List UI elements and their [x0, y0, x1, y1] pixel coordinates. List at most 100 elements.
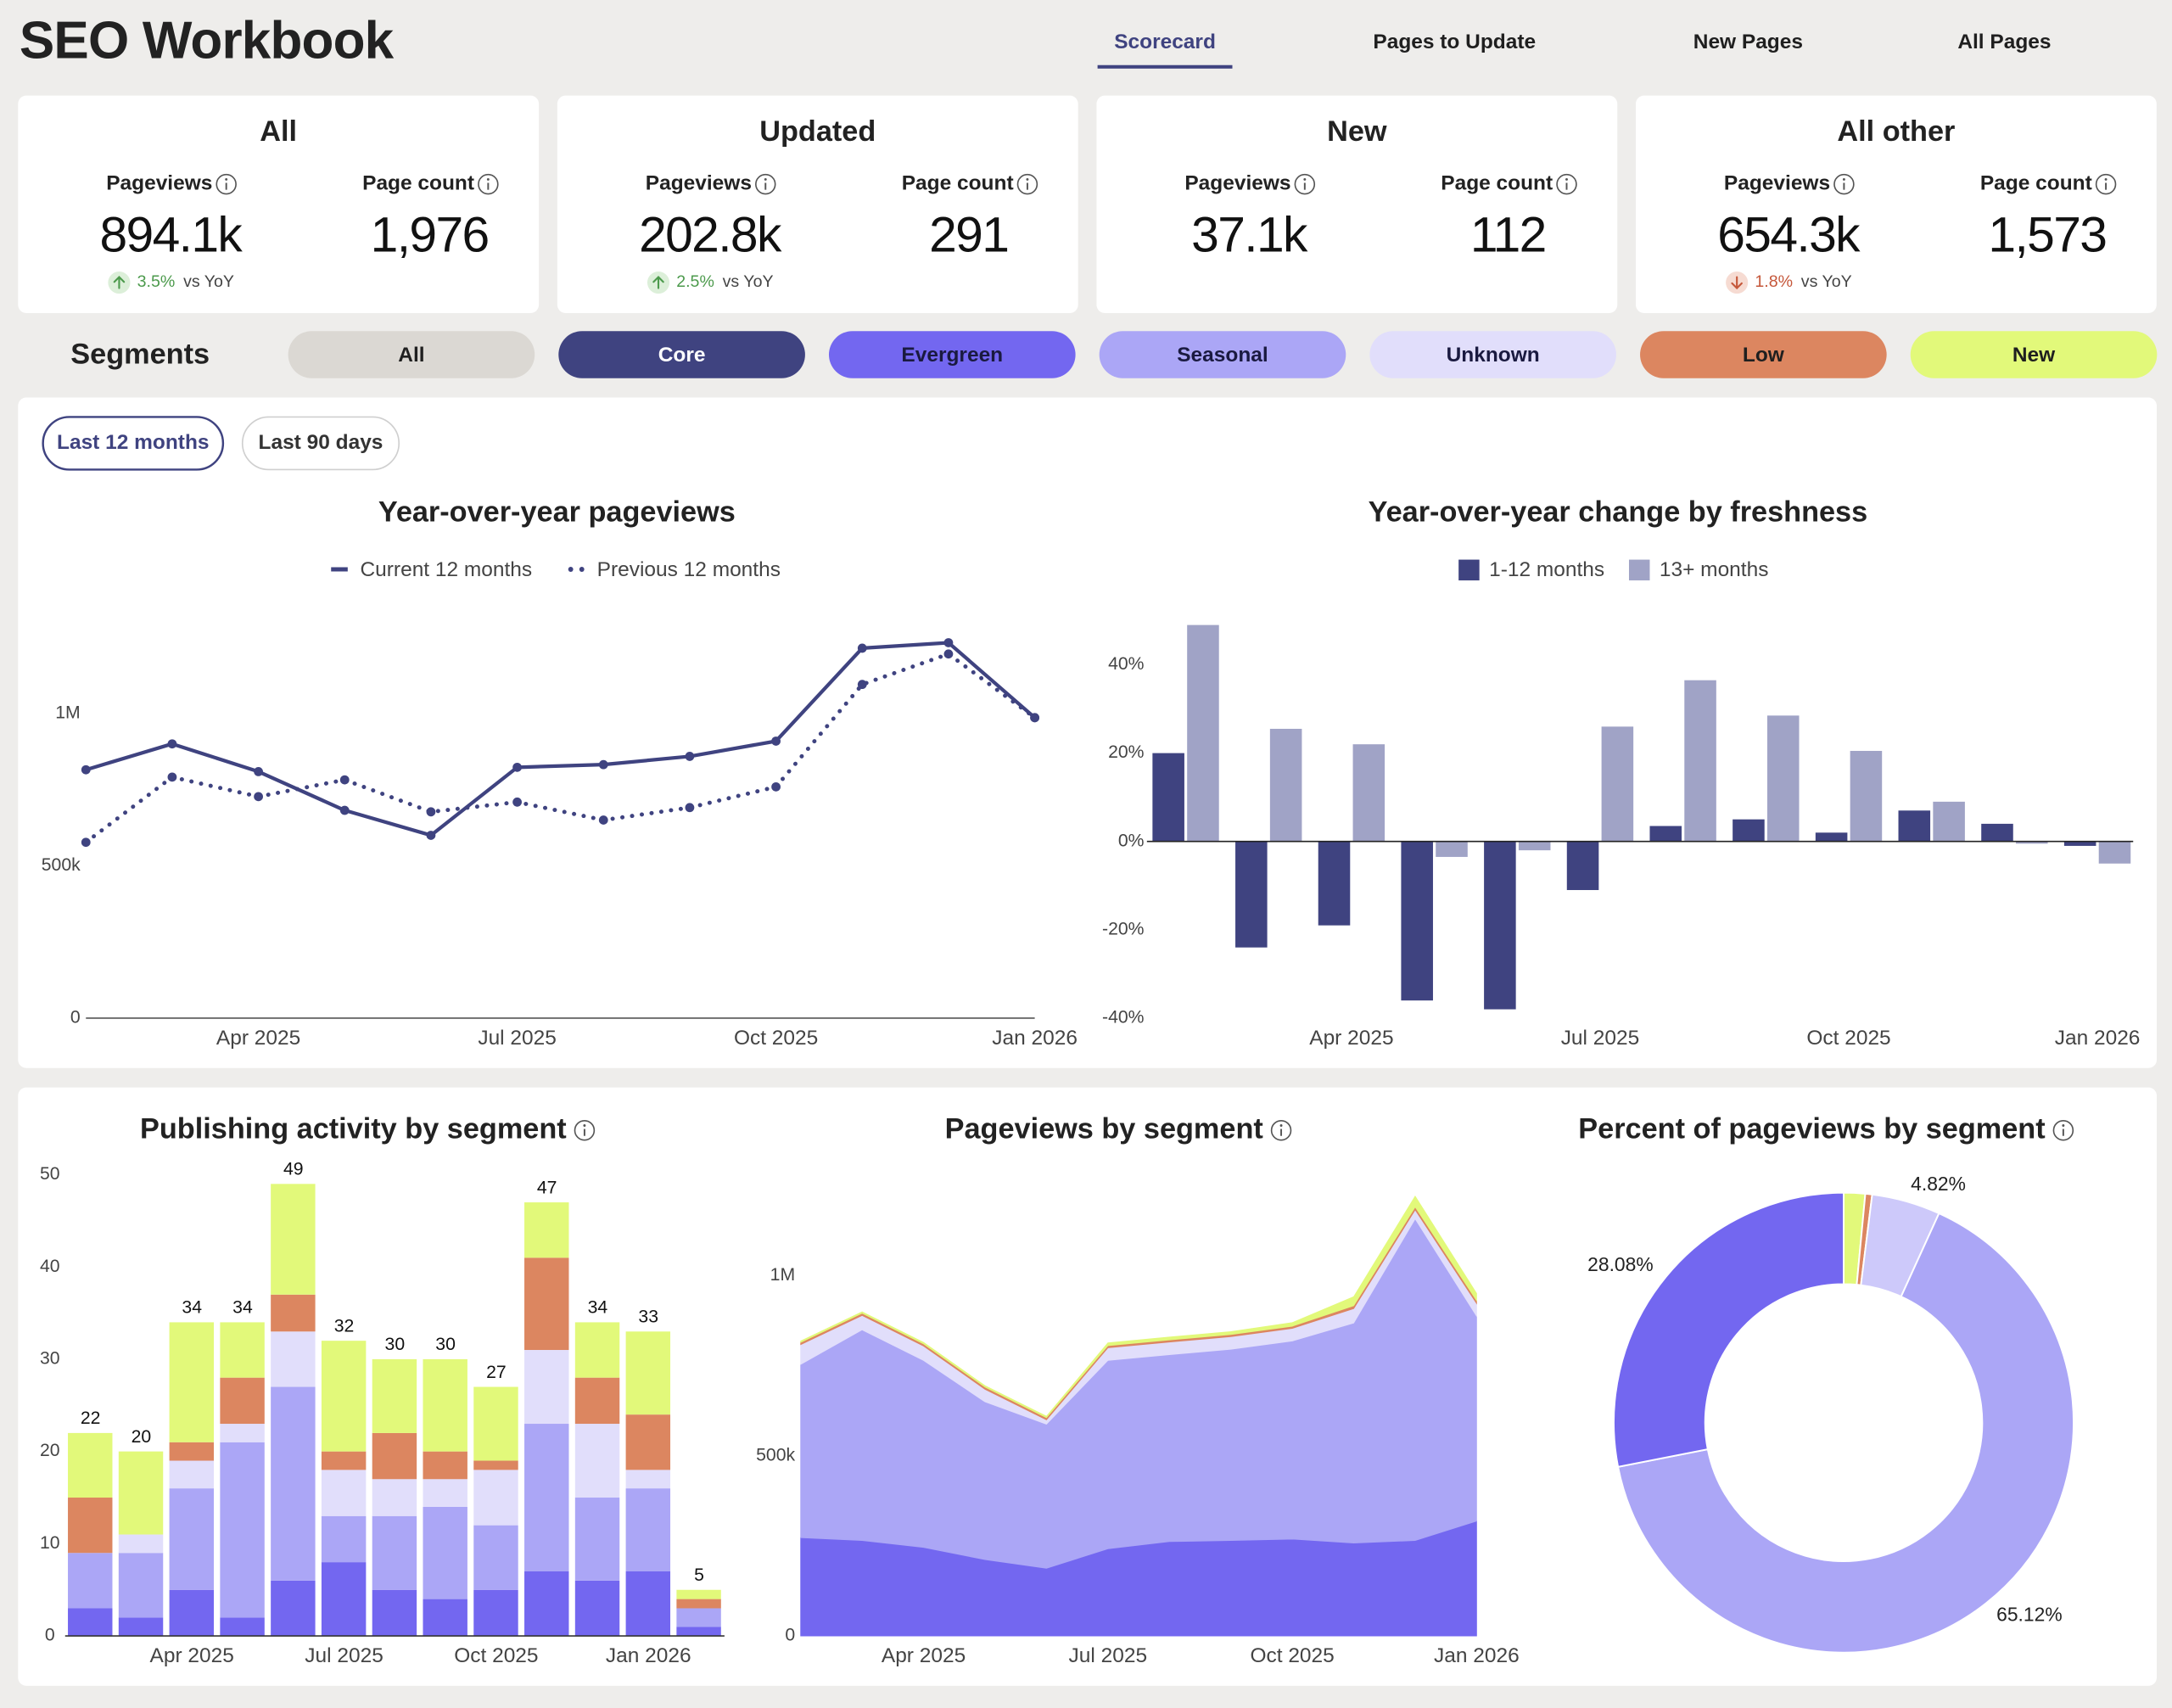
info-icon — [1556, 173, 1577, 195]
segment-name[interactable]: Core — [658, 344, 706, 367]
metric-value: 112 — [1470, 207, 1546, 262]
chart-title: Pageviews by segment — [945, 1112, 1263, 1145]
bar — [1401, 841, 1433, 1001]
panel — [18, 397, 2158, 1068]
metric-card — [1635, 95, 2157, 313]
info-icon-dot — [486, 177, 490, 181]
total-label: 34 — [232, 1298, 253, 1318]
bar — [1684, 680, 1716, 842]
area-layer — [800, 1196, 1477, 1419]
metric-value: 894.1k — [100, 207, 244, 262]
bar-segment — [372, 1589, 417, 1637]
bar — [1815, 832, 1848, 842]
legend-label: 1-12 months — [1489, 558, 1604, 581]
segment-name[interactable]: All — [398, 344, 424, 367]
series-line — [84, 641, 1037, 837]
segment-pill[interactable] — [1910, 331, 2158, 378]
info-icon — [1833, 173, 1855, 195]
total-label: 33 — [638, 1308, 658, 1327]
bar-segment — [68, 1498, 113, 1554]
x-tick-label: Jan 2026 — [606, 1644, 691, 1667]
filter-button[interactable] — [241, 416, 400, 471]
bar — [1733, 819, 1765, 842]
bar — [1766, 715, 1800, 842]
bar-segment — [574, 1498, 620, 1581]
bar-segment — [220, 1617, 265, 1637]
bar — [1566, 841, 1599, 890]
x-tick-label: Jul 2025 — [1069, 1644, 1148, 1667]
metric-value: 291 — [929, 207, 1008, 262]
nav-tab[interactable]: Scorecard — [1114, 31, 1216, 53]
y-tick-label: 0% — [1118, 831, 1145, 850]
segment-name[interactable]: Seasonal — [1177, 344, 1268, 367]
info-icon-dot — [225, 177, 228, 181]
info-icon-dot — [764, 177, 767, 181]
bar-segment — [423, 1451, 467, 1480]
segment-pill[interactable] — [1369, 331, 1616, 378]
change-value: 2.5% — [676, 272, 714, 291]
x-tick-label: Jul 2025 — [1561, 1027, 1640, 1050]
active-tab-underline — [1097, 64, 1233, 69]
bar-segment — [220, 1424, 265, 1442]
page-title: SEO Workbook — [20, 12, 395, 70]
bar-segment — [372, 1432, 417, 1480]
info-icon-dot — [1303, 177, 1307, 181]
bar-segment — [220, 1377, 265, 1425]
legend-swatch — [1458, 559, 1480, 581]
bar-segment — [625, 1470, 671, 1489]
info-icon — [755, 173, 776, 195]
bar — [1152, 753, 1184, 842]
segment-name[interactable]: Evergreen — [901, 344, 1003, 367]
chart-title: Publishing activity by segment — [140, 1112, 567, 1145]
slice-label: 65.12% — [1996, 1604, 2062, 1626]
bar — [1484, 841, 1516, 1010]
data-point — [167, 772, 177, 782]
data-point — [512, 762, 522, 772]
metric-label: Pageviews — [1724, 172, 1830, 195]
bar-segment — [423, 1506, 467, 1599]
metric-label: Page count — [1441, 172, 1553, 195]
nav-tab[interactable]: New Pages — [1693, 31, 1803, 53]
segment-pill[interactable] — [288, 331, 535, 378]
change-value: 1.8% — [1755, 272, 1793, 291]
segment-pill[interactable] — [828, 331, 1076, 378]
filter-button[interactable] — [42, 416, 225, 471]
segment-name[interactable]: New — [2012, 344, 2056, 367]
segment-pill[interactable] — [558, 331, 805, 378]
info-icon-dot — [1279, 1124, 1283, 1127]
x-tick-label: Oct 2025 — [454, 1644, 538, 1667]
bar — [1850, 750, 1883, 842]
data-point — [857, 680, 867, 690]
metric-label: Pageviews — [106, 172, 212, 195]
bar-segment — [625, 1488, 671, 1571]
change-note: vs YoY — [723, 272, 774, 291]
change-arrow — [652, 276, 664, 289]
segment-name[interactable]: Low — [1743, 344, 1785, 367]
y-tick-label: 50 — [40, 1164, 60, 1184]
segment-name[interactable]: Unknown — [1447, 344, 1540, 367]
info-icon-dot — [583, 1124, 586, 1127]
filter-label[interactable]: Last 90 days — [259, 431, 383, 454]
x-tick-label: Jul 2025 — [478, 1027, 557, 1050]
change-value: 3.5% — [137, 272, 176, 291]
x-tick-label: Oct 2025 — [734, 1027, 818, 1050]
data-point — [81, 764, 91, 775]
nav-tab[interactable]: All Pages — [1957, 31, 2051, 53]
bar-segment — [574, 1322, 620, 1378]
metric-label: Page count — [902, 172, 1014, 195]
bar — [2016, 841, 2048, 844]
x-tick-label: Apr 2025 — [1309, 1027, 1393, 1050]
segment-pill[interactable] — [1640, 331, 1887, 378]
bar — [1235, 841, 1268, 948]
nav-tab[interactable]: Pages to Update — [1373, 31, 1536, 53]
filter-label[interactable]: Last 12 months — [57, 431, 209, 454]
bar-segment — [220, 1322, 265, 1378]
segments-title: Segments — [70, 339, 210, 371]
x-tick-label: Apr 2025 — [882, 1644, 966, 1667]
card-title: All other — [1837, 115, 1955, 148]
bar — [2098, 841, 2131, 864]
bar-segment — [372, 1515, 417, 1590]
segment-pill[interactable] — [1099, 331, 1346, 378]
info-icon-dot — [1565, 177, 1568, 181]
